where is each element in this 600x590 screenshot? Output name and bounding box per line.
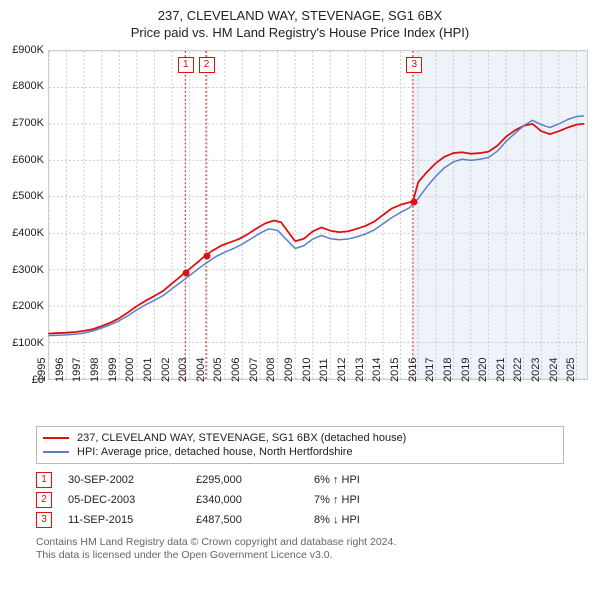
x-axis-tick-label: 2017 (424, 357, 436, 381)
chart-area: 123 £0£100K£200K£300K£400K£500K£600K£700… (0, 46, 600, 422)
footer-attribution: Contains HM Land Registry data © Crown c… (36, 536, 564, 562)
x-axis-tick-label: 2009 (283, 357, 295, 381)
y-axis-tick-label: £700K (2, 117, 44, 129)
y-axis-tick-label: £300K (2, 264, 44, 276)
plot-svg (49, 51, 587, 379)
chart-title-subtitle: Price paid vs. HM Land Registry's House … (0, 25, 600, 42)
sale-date: 11-SEP-2015 (68, 514, 188, 526)
x-axis-tick-label: 2005 (212, 357, 224, 381)
y-axis-tick-label: £100K (2, 337, 44, 349)
sale-price: £340,000 (196, 494, 306, 506)
x-axis-tick-label: 2000 (124, 357, 136, 381)
legend: 237, CLEVELAND WAY, STEVENAGE, SG1 6BX (… (36, 426, 564, 464)
x-axis-tick-label: 2012 (336, 357, 348, 381)
x-axis-tick-label: 2015 (389, 357, 401, 381)
x-axis-tick-label: 2023 (530, 357, 542, 381)
x-axis-tick-label: 2008 (265, 357, 277, 381)
sales-row: 1 30-SEP-2002 £295,000 6% ↑ HPI (36, 470, 564, 490)
sale-marker-id: 1 (36, 472, 52, 488)
x-axis-tick-label: 1997 (71, 357, 83, 381)
legend-swatch-property (43, 437, 69, 439)
x-axis-tick-label: 2001 (142, 357, 154, 381)
x-axis-tick-label: 2010 (300, 357, 312, 381)
x-axis-tick-label: 2019 (459, 357, 471, 381)
x-axis-tick-label: 2025 (565, 357, 577, 381)
x-axis-tick-label: 1998 (89, 357, 101, 381)
x-axis-tick-label: 2004 (195, 357, 207, 381)
x-axis-tick-label: 2011 (319, 358, 331, 382)
x-axis-tick-label: 2006 (230, 357, 242, 381)
sale-marker-dot (411, 199, 418, 206)
x-axis-tick-label: 2020 (477, 357, 489, 381)
x-axis-tick-label: 2022 (512, 357, 524, 381)
legend-label-hpi: HPI: Average price, detached house, Nort… (77, 446, 353, 458)
x-axis-tick-label: 1999 (106, 357, 118, 381)
sale-marker-flag: 2 (199, 57, 215, 73)
y-axis-tick-label: £600K (2, 154, 44, 166)
x-axis-tick-label: 1995 (36, 357, 48, 381)
y-axis-tick-label: £500K (2, 190, 44, 202)
sale-marker-dot (182, 269, 189, 276)
y-axis-tick-label: £900K (2, 44, 44, 56)
legend-row-property: 237, CLEVELAND WAY, STEVENAGE, SG1 6BX (… (43, 431, 557, 445)
sale-price: £295,000 (196, 474, 306, 486)
sale-delta: 8% ↓ HPI (314, 514, 434, 526)
sale-price: £487,500 (196, 514, 306, 526)
sales-row: 3 11-SEP-2015 £487,500 8% ↓ HPI (36, 510, 564, 530)
chart-title-block: 237, CLEVELAND WAY, STEVENAGE, SG1 6BX P… (0, 0, 600, 42)
sale-delta: 7% ↑ HPI (314, 494, 434, 506)
sale-marker-flag: 1 (178, 57, 194, 73)
plot-area: 12 3 (48, 50, 588, 380)
legend-row-hpi: HPI: Average price, detached house, Nort… (43, 445, 557, 459)
x-axis-tick-label: 2013 (353, 357, 365, 381)
x-axis-tick-label: 2002 (159, 357, 171, 381)
x-axis-tick-label: 2018 (442, 357, 454, 381)
sale-marker-id: 2 (36, 492, 52, 508)
sales-row: 2 05-DEC-2003 £340,000 7% ↑ HPI (36, 490, 564, 510)
sale-marker-id: 3 (36, 512, 52, 528)
x-axis-tick-label: 2003 (177, 357, 189, 381)
legend-swatch-hpi (43, 451, 69, 453)
x-axis-tick-label: 2024 (548, 357, 560, 381)
footer-line1: Contains HM Land Registry data © Crown c… (36, 536, 564, 549)
y-axis-tick-label: £200K (2, 300, 44, 312)
y-axis-tick-label: £800K (2, 80, 44, 92)
x-axis-tick-label: 2014 (371, 357, 383, 381)
sale-marker-dot (203, 253, 210, 260)
sale-marker-flag: 3 (406, 57, 422, 73)
x-axis-tick-label: 2007 (248, 357, 260, 381)
y-axis-tick-label: £400K (2, 227, 44, 239)
x-axis-tick-label: 2016 (406, 357, 418, 381)
sale-date: 30-SEP-2002 (68, 474, 188, 486)
legend-label-property: 237, CLEVELAND WAY, STEVENAGE, SG1 6BX (… (77, 432, 406, 444)
sales-table: 1 30-SEP-2002 £295,000 6% ↑ HPI 2 05-DEC… (36, 470, 564, 530)
sale-date: 05-DEC-2003 (68, 494, 188, 506)
footer-line2: This data is licensed under the Open Gov… (36, 549, 564, 562)
x-axis-tick-label: 1996 (53, 357, 65, 381)
sale-delta: 6% ↑ HPI (314, 474, 434, 486)
chart-title-address: 237, CLEVELAND WAY, STEVENAGE, SG1 6BX (0, 8, 600, 25)
x-axis-tick-label: 2021 (495, 357, 507, 381)
